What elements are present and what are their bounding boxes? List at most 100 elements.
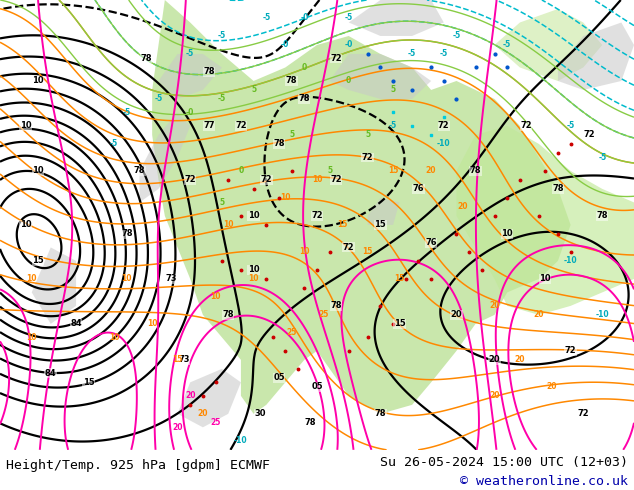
Text: 78: 78 [330,301,342,310]
Text: Height/Temp. 925 hPa [gdpm] ECMWF: Height/Temp. 925 hPa [gdpm] ECMWF [6,460,270,472]
Text: 20: 20 [198,409,208,418]
Text: -5: -5 [389,122,398,130]
Polygon shape [330,54,431,99]
Text: 78: 78 [470,167,481,175]
Text: -0: -0 [300,14,309,23]
Text: -0: -0 [186,108,195,117]
Text: 15: 15 [172,355,183,365]
Polygon shape [558,23,634,90]
Text: 15: 15 [32,256,44,266]
Text: -10: -10 [437,140,451,148]
Text: 20: 20 [515,355,525,365]
Text: 72: 72 [578,409,589,418]
Text: 78: 78 [140,54,152,63]
Text: -10: -10 [595,310,609,319]
Text: 25: 25 [318,310,328,319]
Polygon shape [158,54,222,99]
Text: 05: 05 [273,373,285,382]
Text: 72: 72 [330,54,342,63]
Text: 78: 78 [204,68,215,76]
Text: 78: 78 [223,310,234,319]
Text: 0: 0 [302,63,307,72]
Polygon shape [495,9,602,81]
Text: 72: 72 [565,346,576,355]
Text: 10: 10 [248,266,259,274]
Text: -0: -0 [344,41,353,49]
Text: 10: 10 [20,220,31,229]
Text: 5: 5 [391,85,396,95]
Text: -5: -5 [566,122,575,130]
Text: 73: 73 [165,274,177,283]
Text: 10: 10 [27,274,37,283]
Text: 72: 72 [584,130,595,140]
Text: 20: 20 [185,392,195,400]
Text: 78: 78 [134,167,145,175]
Text: 76: 76 [425,239,437,247]
Text: 10: 10 [540,274,551,283]
Text: -5: -5 [110,140,119,148]
Text: 72: 72 [362,153,373,162]
Text: 5: 5 [289,130,294,140]
Text: 78: 78 [286,76,297,85]
Text: 0: 0 [238,167,243,175]
Text: Su 26-05-2024 15:00 UTC (12+03): Su 26-05-2024 15:00 UTC (12+03) [380,456,628,469]
Text: 78: 78 [305,418,316,427]
Text: 20: 20 [489,301,500,310]
Text: -5: -5 [154,95,163,103]
Text: 15: 15 [83,378,94,387]
Text: 25: 25 [210,418,221,427]
Text: 20: 20 [451,310,462,319]
Text: 72: 72 [235,122,247,130]
Text: -0: -0 [281,41,290,49]
Polygon shape [152,0,571,414]
Text: -5: -5 [344,14,353,23]
Text: 10: 10 [223,220,233,229]
Text: 76: 76 [413,184,424,194]
Polygon shape [178,369,241,427]
Text: 72: 72 [311,211,323,220]
Text: 20: 20 [489,355,500,365]
Text: 5: 5 [251,85,256,95]
Text: 78: 78 [273,140,285,148]
Text: 72: 72 [438,122,450,130]
Text: 15: 15 [394,274,404,283]
Text: -5: -5 [408,49,417,58]
Text: 20: 20 [426,167,436,175]
Text: 20: 20 [458,202,468,211]
Text: 72: 72 [343,243,354,252]
Polygon shape [368,198,399,225]
Text: 05: 05 [311,382,323,392]
Text: -5: -5 [439,49,448,58]
Text: 10: 10 [249,274,259,283]
Text: 10: 10 [501,229,513,239]
Text: 25: 25 [287,328,297,338]
Text: -5: -5 [503,41,512,49]
Text: 20: 20 [172,423,183,432]
Text: -5: -5 [217,31,226,41]
Text: 10: 10 [248,211,259,220]
Text: 5: 5 [365,130,370,140]
Text: -5: -5 [598,153,607,162]
Text: 20: 20 [489,392,500,400]
Polygon shape [456,126,634,315]
Text: 78: 78 [552,184,564,194]
Polygon shape [349,0,444,36]
Text: -5: -5 [262,14,271,23]
Text: 10: 10 [312,175,322,184]
Text: 78: 78 [121,229,133,239]
Text: 78: 78 [375,409,386,418]
Text: 5: 5 [219,198,224,207]
Text: 10: 10 [32,76,44,85]
Text: 5: 5 [327,167,332,175]
Text: 20: 20 [534,310,544,319]
Text: 15: 15 [337,220,347,229]
Text: © weatheronline.co.uk: © weatheronline.co.uk [460,475,628,488]
Text: 72: 72 [330,175,342,184]
Text: 77: 77 [204,122,215,130]
Text: -5: -5 [122,108,131,117]
Text: 10: 10 [122,274,132,283]
Text: 10: 10 [147,319,157,328]
Text: 78: 78 [597,211,608,220]
Text: 84: 84 [70,319,82,328]
Text: -5: -5 [186,49,195,58]
